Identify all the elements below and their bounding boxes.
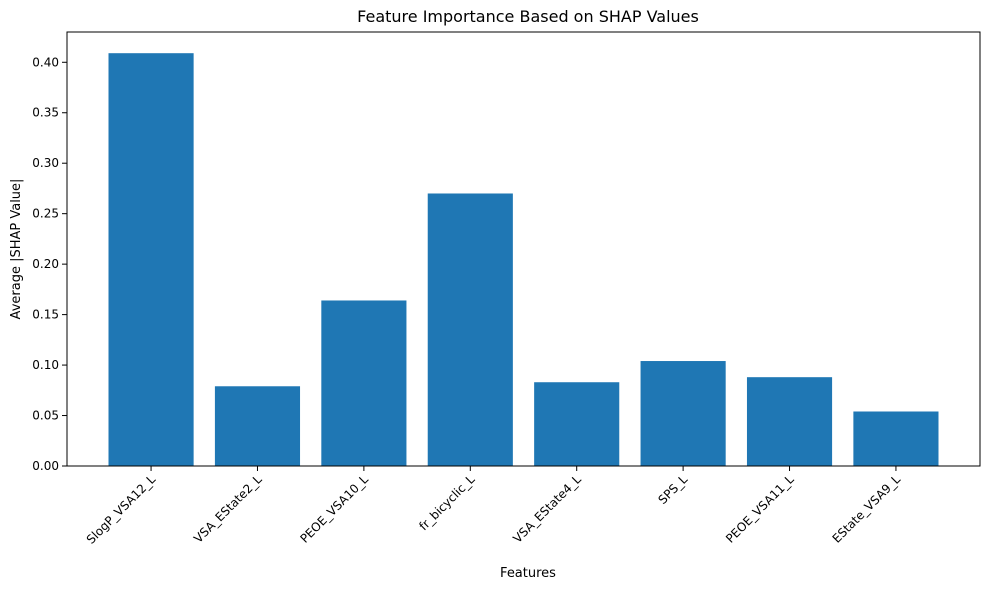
y-tick-label: 0.00 [32,459,59,473]
bar-SlogP_VSA12_L [108,53,194,467]
y-tick-label: 0.20 [32,257,59,271]
bar-SPS_L [640,361,726,466]
x-tick-label: VSA_EState2_L [191,472,265,546]
x-axis-label: Features [500,566,556,581]
x-tick-label: SlogP_VSA12_L [84,472,159,547]
bar-VSA_EState4_L [534,382,620,466]
y-tick-label: 0.15 [32,308,59,322]
plot-frame [66,31,981,467]
y-tick-label: 0.10 [32,358,59,372]
x-tick-label: fr_bicyclic_L [416,472,477,533]
bar-PEOE_VSA10_L [321,300,407,466]
x-tick-label: PEOE_VSA10_L [297,472,371,546]
x-axis: SlogP_VSA12_L VSA_EState2_L PEOE_VSA10_L fr… [84,466,904,547]
y-tick-label: 0.40 [32,55,59,69]
bars-group [108,53,939,467]
bar-VSA_EState2_L [214,386,301,466]
x-tick-label: SPS_L [655,472,690,507]
y-axis-label: Average |SHAP Value| [9,179,24,320]
bar-PEOE_VSA11_L [746,377,833,466]
y-axis: 0.00 0.05 0.10 0.15 0.20 0.25 0.30 0.35 0.40 [32,55,67,473]
y-tick-label: 0.25 [32,207,59,221]
y-tick-label: 0.05 [32,409,59,423]
x-tick-label: EState_VSA9_L [830,472,904,546]
bar-fr_bicyclic_L [427,193,513,466]
y-tick-label: 0.30 [32,156,59,170]
y-tick-label: 0.35 [32,106,59,120]
bar-EState_VSA9_L [853,411,939,466]
x-tick-label: PEOE_VSA11_L [723,472,797,546]
x-tick-label: VSA_EState4_L [510,472,584,546]
chart-title: Feature Importance Based on SHAP Values [357,7,699,26]
